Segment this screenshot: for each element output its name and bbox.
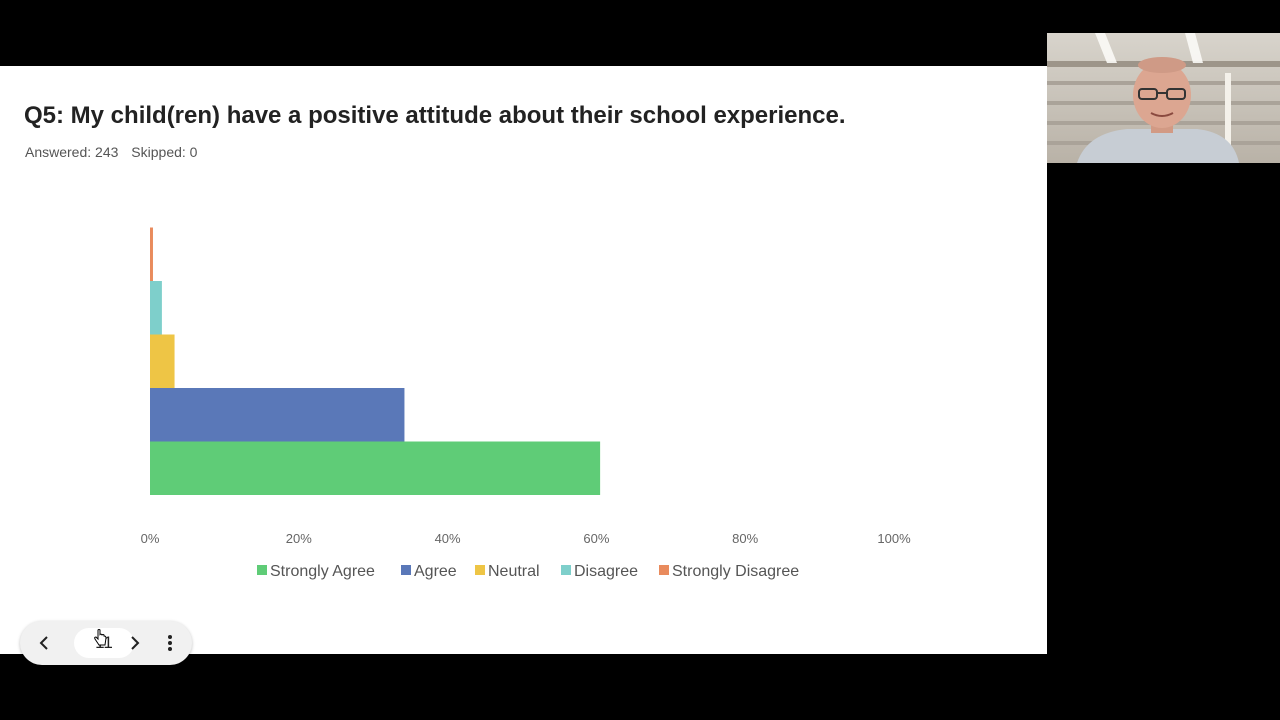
- bar-strongly-disagree: [150, 227, 153, 281]
- bar-strongly-agree: [150, 441, 601, 495]
- bar-chart: 0% 20% 40% 60% 80% 100% Strongly Agree Agree Neu…: [141, 227, 911, 580]
- x-tick-label: 80%: [732, 531, 758, 546]
- x-tick-label: 0%: [141, 531, 160, 546]
- more-options-button[interactable]: [150, 621, 190, 665]
- x-tick-label: 40%: [435, 531, 461, 546]
- hand-cursor-icon: [94, 629, 107, 646]
- legend-label: Agree: [414, 563, 457, 580]
- x-tick-label: 20%: [286, 531, 312, 546]
- x-tick-label: 60%: [583, 531, 609, 546]
- bar-agree: [150, 388, 405, 442]
- chevron-left-icon: [39, 636, 48, 650]
- legend-swatch: [401, 565, 411, 575]
- slide-title: Q5: My child(ren) have a positive attitu…: [24, 102, 846, 129]
- answered-count: Answered: 243: [25, 144, 119, 160]
- legend-label: Disagree: [574, 563, 638, 580]
- chevron-right-icon: [131, 636, 140, 650]
- bar-neutral: [150, 334, 175, 388]
- page-number[interactable]: 11: [74, 628, 134, 658]
- skipped-count: Skipped: 0: [131, 144, 198, 160]
- response-stats: Answered: 243 Skipped: 0: [25, 144, 197, 160]
- slide-navigation: 11: [20, 621, 192, 665]
- participant-video: [1047, 33, 1280, 163]
- legend-swatch: [257, 565, 267, 575]
- previous-slide-button[interactable]: [24, 621, 64, 665]
- legend-swatch: [561, 565, 571, 575]
- legend-swatch: [475, 565, 485, 575]
- next-slide-button[interactable]: [115, 621, 155, 665]
- presentation-slide: Q5: My child(ren) have a positive attitu…: [0, 66, 1047, 654]
- legend-label: Strongly Disagree: [672, 563, 799, 580]
- legend-swatch: [659, 565, 669, 575]
- legend-label: Neutral: [488, 563, 540, 580]
- bar-disagree: [150, 281, 162, 335]
- legend-label: Strongly Agree: [270, 563, 375, 580]
- x-tick-label: 100%: [877, 531, 911, 546]
- more-vertical-icon: [168, 635, 172, 651]
